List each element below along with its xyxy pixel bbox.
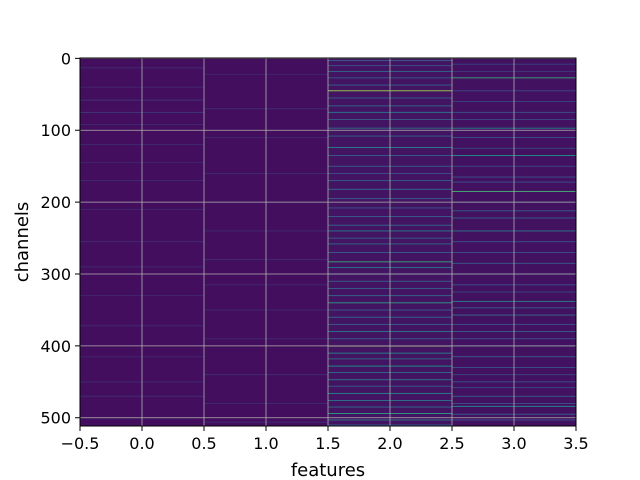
x-tick-label: 2.5 (439, 434, 464, 453)
y-tick-label: 500 (40, 409, 71, 428)
y-tick-label: 400 (40, 337, 71, 356)
x-tick-label: 1.0 (253, 434, 278, 453)
y-tick-label: 200 (40, 193, 71, 212)
x-axis-ticks: −0.5 0.0 0.5 1.0 1.5 2.0 2.5 3.0 3.5 (61, 426, 589, 453)
x-tick-label: 3.0 (501, 434, 526, 453)
x-tick-label: 2.0 (377, 434, 402, 453)
y-tick-label: 0 (61, 49, 71, 68)
x-axis-label: features (291, 460, 365, 480)
y-axis-label: channels (12, 202, 33, 283)
x-tick-label: 0.0 (129, 434, 154, 453)
x-tick-label: 3.5 (563, 434, 588, 453)
y-tick-label: 100 (40, 121, 71, 140)
x-tick-label: 0.5 (191, 434, 216, 453)
y-tick-label: 300 (40, 265, 71, 284)
x-tick-label: −0.5 (61, 434, 100, 453)
y-axis-ticks: 0 100 200 300 400 500 (40, 49, 80, 428)
x-tick-label: 1.5 (315, 434, 340, 453)
